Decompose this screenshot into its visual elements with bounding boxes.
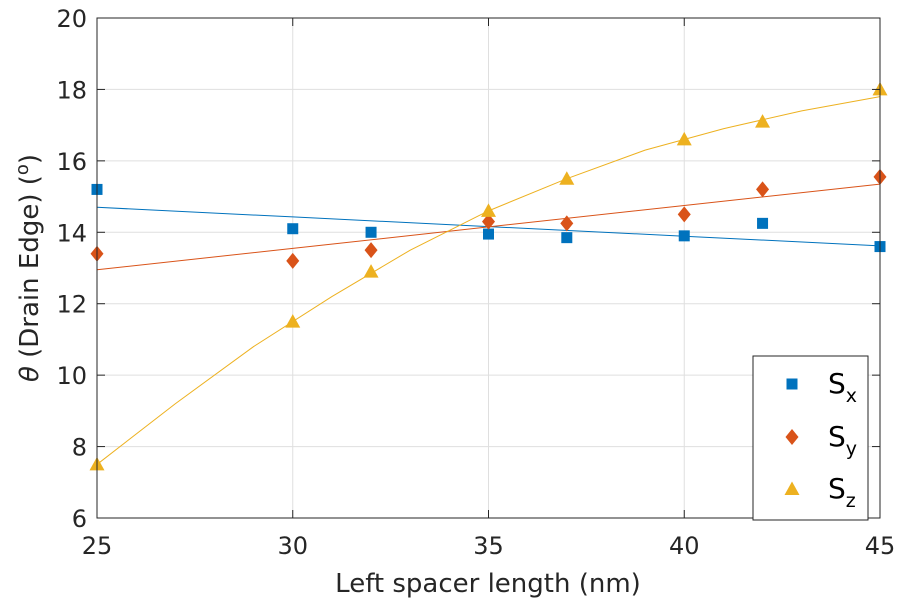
data-point-sx <box>678 230 690 242</box>
data-point-sy <box>482 213 495 230</box>
data-point-sz <box>363 264 379 278</box>
x-axis-label: Left spacer length (nm) <box>335 569 641 599</box>
x-tick-label: 30 <box>277 532 308 560</box>
y-axis-label-superscript: o <box>12 164 33 175</box>
y-axis-label: θ (Drain Edge) (o) <box>12 154 45 382</box>
y-tick-labels: 6 8 10 12 14 16 18 20 <box>56 5 87 533</box>
data-point-sy <box>677 206 691 223</box>
data-point-sy <box>364 242 378 259</box>
legend-marker-sz <box>784 481 800 495</box>
y-tick-label: 8 <box>72 434 87 462</box>
x-tick-label: 40 <box>669 532 700 560</box>
data-markers <box>89 81 888 471</box>
ticks <box>96 17 881 519</box>
x-tick-labels: 25 30 35 40 45 <box>82 532 896 560</box>
x-tick-label: 35 <box>473 532 504 560</box>
y-tick-label: 12 <box>56 291 87 319</box>
y-tick-label: 6 <box>72 505 87 533</box>
y-tick-label: 16 <box>56 148 87 176</box>
data-point-sx <box>483 228 494 240</box>
data-point-sz <box>559 171 575 185</box>
y-axis-label-symbol: θ <box>15 366 45 382</box>
x-tick-label: 45 <box>865 532 896 560</box>
legend-marker-sx <box>786 378 798 390</box>
legend-label-main: S <box>828 472 846 505</box>
data-point-sy <box>286 252 300 269</box>
legend-marker-sy <box>785 429 799 445</box>
data-point-sz <box>285 314 301 328</box>
data-point-sx <box>287 223 299 235</box>
data-point-sz <box>676 131 692 146</box>
x-tick-label: 25 <box>82 532 113 560</box>
legend-label-subscript: x <box>846 385 857 407</box>
legend-entry-sx: Sx <box>786 367 857 407</box>
y-tick-label: 18 <box>56 76 87 104</box>
data-point-sx <box>561 232 573 244</box>
legend-box <box>752 355 869 521</box>
legend-label-sx: Sx <box>828 367 857 407</box>
legend-label-main: S <box>828 367 846 400</box>
data-point-sz <box>481 203 496 217</box>
legend-entry-sz: Sz <box>784 472 856 512</box>
y-tick-label: 14 <box>56 219 87 247</box>
legend-label-sz: Sz <box>828 472 856 512</box>
data-point-sy <box>756 181 770 198</box>
legend-label-subscript: z <box>846 490 856 512</box>
data-point-sx <box>757 217 769 229</box>
legend-label-subscript: y <box>846 438 857 460</box>
legend-label-sy: Sy <box>828 420 857 460</box>
y-axis-label-text: (Drain Edge) ( <box>15 175 45 366</box>
data-point-sz <box>755 114 771 128</box>
y-tick-label: 20 <box>56 5 87 33</box>
data-point-sy <box>560 215 574 232</box>
y-axis-label-close: ) <box>15 154 45 164</box>
data-point-sx <box>365 226 377 238</box>
y-tick-label: 10 <box>56 362 87 390</box>
legend-label-main: S <box>828 420 846 453</box>
legend-entry-sy: Sy <box>785 420 857 460</box>
